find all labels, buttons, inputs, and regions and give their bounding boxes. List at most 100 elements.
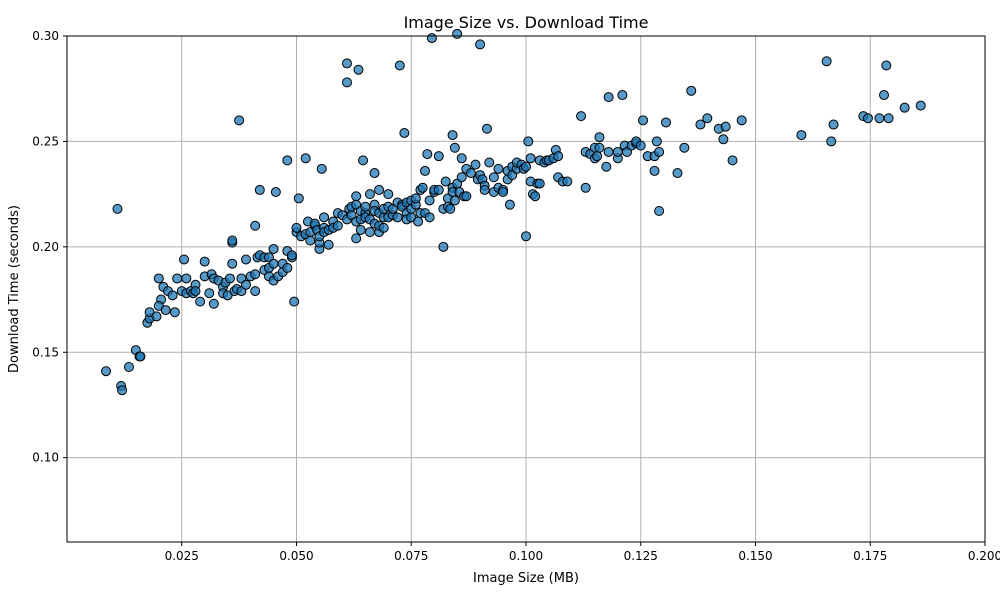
data-point <box>167 290 178 301</box>
data-point <box>433 151 444 162</box>
data-point <box>383 189 394 200</box>
data-point <box>286 250 297 261</box>
data-point <box>449 142 460 153</box>
data-point <box>369 168 380 179</box>
grid-lines <box>67 35 986 542</box>
data-point <box>179 254 190 265</box>
data-point <box>603 92 614 103</box>
data-point <box>355 224 366 235</box>
data-point <box>117 385 128 396</box>
data-point <box>481 123 492 134</box>
data-point <box>580 182 591 193</box>
data-point <box>172 273 183 284</box>
data-point <box>424 195 435 206</box>
data-point <box>420 165 431 176</box>
data-point <box>686 85 697 96</box>
data-point <box>169 307 180 318</box>
data-point <box>250 220 261 231</box>
y-tick-label: 0.15 <box>32 345 59 359</box>
data-point <box>341 77 352 88</box>
data-point <box>241 254 252 265</box>
data-point <box>374 184 385 195</box>
data-point <box>553 151 564 162</box>
data-point <box>449 195 460 206</box>
data-point <box>461 191 472 202</box>
data-point <box>135 351 146 362</box>
data-point <box>360 201 371 212</box>
data-point <box>828 119 839 130</box>
data-point <box>190 286 201 297</box>
x-tick-label: 0.150 <box>738 549 772 563</box>
data-point <box>254 184 265 195</box>
data-point <box>521 161 531 172</box>
data-point <box>617 90 628 101</box>
data-point <box>488 172 499 183</box>
data-point <box>881 60 892 71</box>
data-point <box>452 28 463 39</box>
data-point <box>101 366 112 377</box>
data-point <box>915 100 926 111</box>
data-point <box>270 187 281 198</box>
data-point <box>484 157 495 168</box>
data-point <box>413 216 424 227</box>
data-point <box>234 115 245 126</box>
data-point <box>720 121 731 132</box>
data-point <box>332 220 343 231</box>
data-point <box>470 159 481 170</box>
data-point <box>672 168 683 179</box>
data-point <box>679 142 690 153</box>
x-tick-label: 0.100 <box>509 549 543 563</box>
data-point <box>456 172 467 183</box>
data-point <box>445 203 456 214</box>
data-point <box>227 235 238 246</box>
data-point <box>493 163 504 174</box>
data-point <box>208 298 219 309</box>
data-point <box>498 187 509 198</box>
data-point <box>364 189 375 200</box>
data-point <box>576 111 587 122</box>
data-point <box>181 273 192 284</box>
data-point <box>417 182 428 193</box>
data-point <box>151 311 162 322</box>
data-point <box>862 113 873 124</box>
y-axis-ticks: 0.10 0.15 0.20 0.25 0.30 <box>32 29 67 465</box>
data-point <box>594 132 605 143</box>
data-points <box>101 28 926 396</box>
data-point <box>319 212 330 223</box>
data-point <box>465 168 476 179</box>
data-point <box>649 165 660 176</box>
data-point <box>796 130 807 141</box>
data-point <box>638 115 649 126</box>
data-point <box>702 113 713 124</box>
data-point <box>440 176 451 187</box>
x-tick-label: 0.050 <box>279 549 313 563</box>
data-point <box>250 286 261 297</box>
y-axis-label: Download Time (seconds) <box>7 205 22 373</box>
data-point <box>475 39 486 50</box>
data-point <box>293 193 304 204</box>
data-point <box>195 296 206 307</box>
data-point <box>323 239 334 250</box>
x-tick-label: 0.075 <box>394 549 428 563</box>
data-point <box>353 64 364 75</box>
x-tick-label: 0.200 <box>968 549 1000 563</box>
data-point <box>433 184 444 195</box>
data-point <box>204 288 215 299</box>
data-point <box>874 113 885 124</box>
data-point <box>727 155 738 166</box>
data-point <box>479 184 490 195</box>
data-point <box>224 273 235 284</box>
data-point <box>305 235 316 246</box>
data-point <box>534 178 545 189</box>
data-point <box>282 155 293 166</box>
data-point <box>456 153 467 164</box>
data-point <box>268 243 279 254</box>
data-point <box>635 140 646 151</box>
data-point <box>879 90 890 101</box>
data-point <box>123 362 134 373</box>
data-point <box>654 205 665 216</box>
y-tick-label: 0.25 <box>32 134 59 148</box>
data-point <box>525 153 536 164</box>
data-point <box>899 102 910 113</box>
